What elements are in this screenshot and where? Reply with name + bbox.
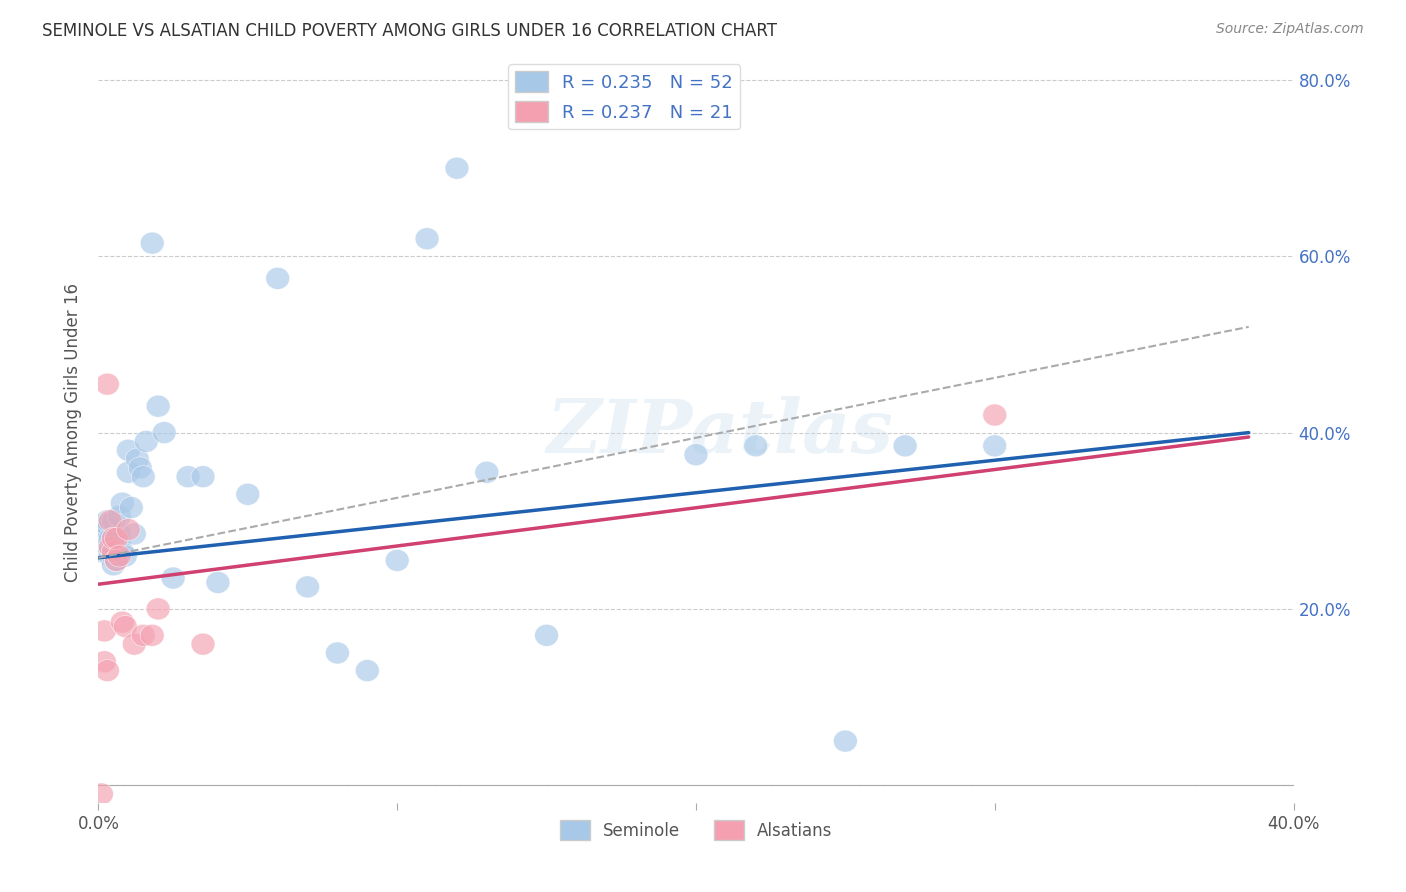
Y-axis label: Child Poverty Among Girls Under 16: Child Poverty Among Girls Under 16: [65, 283, 83, 582]
Text: SEMINOLE VS ALSATIAN CHILD POVERTY AMONG GIRLS UNDER 16 CORRELATION CHART: SEMINOLE VS ALSATIAN CHILD POVERTY AMONG…: [42, 22, 778, 40]
Text: Source: ZipAtlas.com: Source: ZipAtlas.com: [1216, 22, 1364, 37]
Text: ZIPatlas: ZIPatlas: [547, 396, 893, 469]
Legend: Seminole, Alsatians: Seminole, Alsatians: [553, 814, 839, 847]
